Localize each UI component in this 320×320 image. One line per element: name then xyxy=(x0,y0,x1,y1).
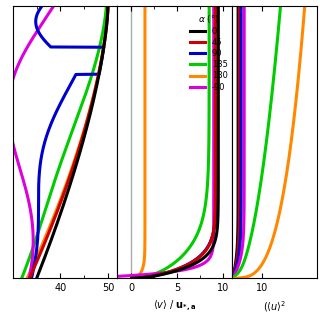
Legend: 0, 45, 90, 135, 180, -90: 0, 45, 90, 135, 180, -90 xyxy=(188,11,230,94)
180 xyxy=(143,60,147,63)
135 xyxy=(206,166,210,170)
Line: 180: 180 xyxy=(132,6,145,278)
90 xyxy=(215,90,219,93)
45 xyxy=(204,249,208,252)
90 xyxy=(215,4,219,8)
Line: 0: 0 xyxy=(132,6,218,278)
90 xyxy=(215,64,219,68)
-90 xyxy=(212,90,216,93)
90 xyxy=(203,249,207,252)
45 xyxy=(130,276,133,280)
135 xyxy=(207,4,211,8)
45 xyxy=(214,90,218,93)
180 xyxy=(143,90,147,93)
Line: 45: 45 xyxy=(132,6,216,278)
0 xyxy=(130,276,133,280)
45 xyxy=(214,157,218,161)
Line: 135: 135 xyxy=(132,6,209,278)
45 xyxy=(214,4,218,8)
180 xyxy=(143,157,147,161)
135 xyxy=(207,90,211,93)
-90 xyxy=(212,64,216,68)
X-axis label: $\langle v \rangle$ / $\bf{u}_{*,a}$: $\langle v \rangle$ / $\bf{u}_{*,a}$ xyxy=(153,299,196,313)
135 xyxy=(207,64,211,68)
0 xyxy=(209,249,212,252)
-90 xyxy=(212,166,216,170)
0 xyxy=(216,90,220,93)
-90 xyxy=(212,60,216,63)
X-axis label: $( \langle u \rangle^2$: $( \langle u \rangle^2$ xyxy=(263,299,286,314)
45 xyxy=(214,64,218,68)
0 xyxy=(216,60,220,63)
0 xyxy=(216,166,220,170)
0 xyxy=(216,64,220,68)
180 xyxy=(143,64,147,68)
90 xyxy=(214,157,218,161)
45 xyxy=(214,60,218,63)
0 xyxy=(216,157,220,161)
-90 xyxy=(211,249,214,252)
0 xyxy=(216,4,220,8)
-90 xyxy=(50,276,53,280)
135 xyxy=(207,157,211,161)
180 xyxy=(130,276,133,280)
180 xyxy=(143,4,147,8)
-90 xyxy=(212,157,216,161)
135 xyxy=(130,276,134,280)
90 xyxy=(130,276,134,280)
-90 xyxy=(212,4,216,8)
180 xyxy=(143,249,147,252)
135 xyxy=(207,60,211,63)
Line: 90: 90 xyxy=(132,6,217,278)
90 xyxy=(214,166,218,170)
180 xyxy=(143,166,147,170)
45 xyxy=(214,166,218,170)
Line: -90: -90 xyxy=(52,6,214,278)
135 xyxy=(185,249,189,252)
90 xyxy=(215,60,219,63)
